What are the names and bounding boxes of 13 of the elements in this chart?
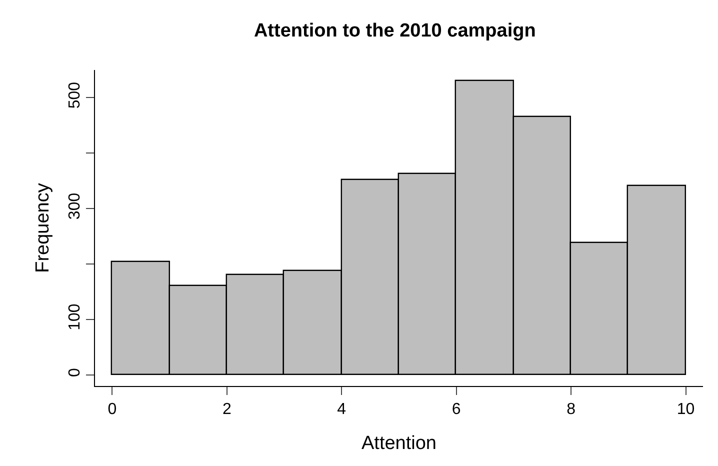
y-tick-label: 0 xyxy=(66,368,84,377)
x-tick-label: 10 xyxy=(676,401,695,418)
y-tick-label: 100 xyxy=(66,304,84,330)
x-tick-label: 4 xyxy=(337,401,346,418)
chart-title: Attention to the 2010 campaign xyxy=(254,20,536,42)
x-tick-label: 8 xyxy=(566,401,576,418)
x-axis-title: Attention xyxy=(362,433,436,454)
x-tick-label: 6 xyxy=(452,401,461,418)
x-tick-label: 2 xyxy=(222,401,232,418)
y-axis-title: Frequency xyxy=(32,182,54,273)
y-tick-label: 500 xyxy=(66,82,84,109)
y-tick-label: 300 xyxy=(66,192,84,220)
x-tick-label: 0 xyxy=(108,401,117,418)
